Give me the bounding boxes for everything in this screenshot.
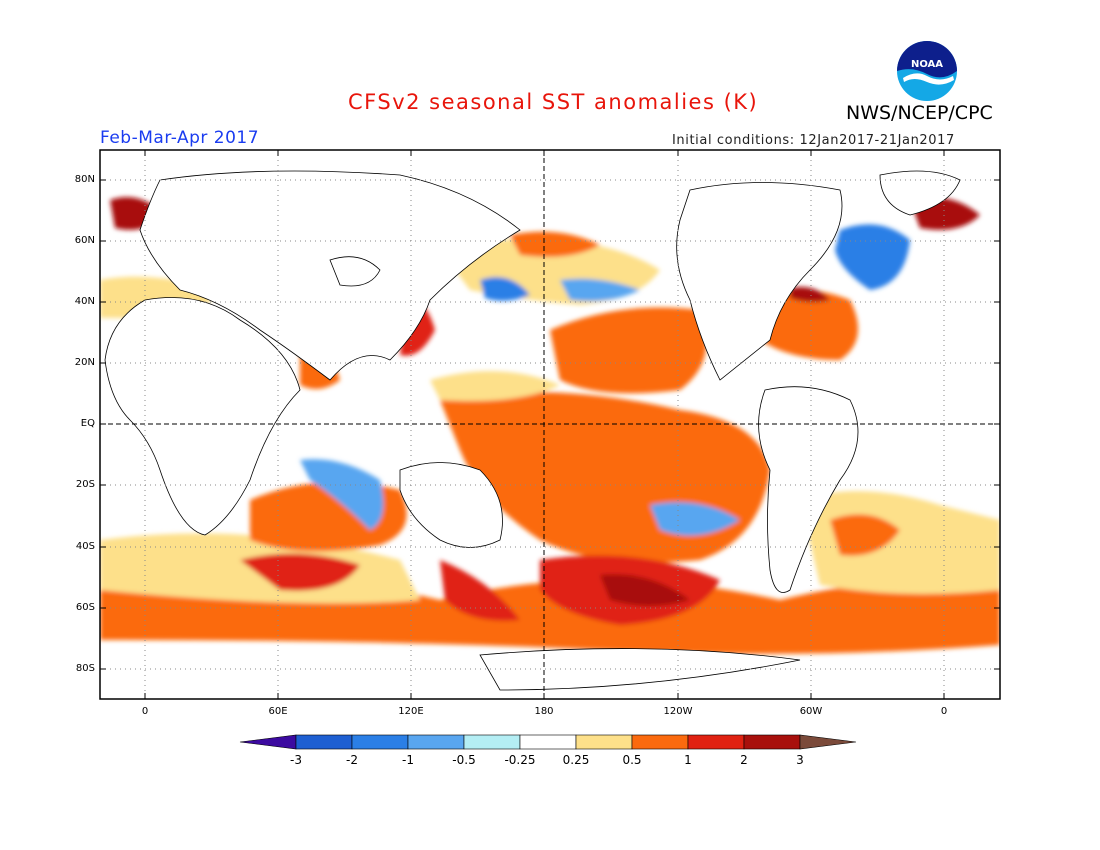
gridlines — [100, 150, 1000, 699]
longitude-label: 60E — [268, 706, 288, 717]
colorbar-label: 3 — [796, 753, 804, 767]
latitude-label: 80S — [75, 663, 95, 674]
latitude-label: 60N — [74, 235, 95, 246]
latitude-label: 40S — [75, 541, 95, 552]
colorbar-segment — [295, 734, 353, 750]
colorbar-segment — [463, 734, 521, 750]
period-label: Feb-Mar-Apr 2017 — [100, 128, 260, 148]
colorbar-label: 2 — [740, 753, 748, 767]
latitude-label: 20N — [74, 357, 95, 368]
colorbar-label: -3 — [290, 753, 302, 767]
colorbar-segment — [351, 734, 409, 750]
colorbar-label: 0.5 — [622, 753, 642, 767]
latitude-label: 40N — [74, 296, 95, 307]
colorbar-max-arrow — [799, 734, 857, 750]
colorbar-label: -0.25 — [504, 753, 536, 767]
noaa-logo-icon: NOAA — [897, 41, 957, 101]
colorbar-label: 1 — [684, 753, 692, 767]
colorbar-segment — [407, 734, 465, 750]
colorbar-label: -2 — [346, 753, 358, 767]
latitude-label: 60S — [75, 602, 95, 613]
longitude-label: 0 — [141, 706, 149, 717]
colorbar-segment — [631, 734, 689, 750]
colorbar-segment — [575, 734, 633, 750]
longitude-label: 0 — [940, 706, 948, 717]
longitude-label: 60W — [799, 706, 823, 717]
colorbar — [239, 734, 857, 750]
latitude-label: 20S — [75, 479, 95, 490]
axis-ticks — [100, 150, 1000, 699]
colorbar-label: -1 — [402, 753, 414, 767]
colorbar-segment — [519, 734, 577, 750]
colorbar-label: -0.5 — [452, 753, 476, 767]
latitude-label: EQ — [80, 418, 95, 429]
longitude-label: 120W — [663, 706, 693, 717]
coastlines — [104, 170, 961, 691]
latitude-label: 80N — [74, 174, 95, 185]
initial-conditions-label: Initial conditions: 12Jan2017-21Jan2017 — [672, 133, 955, 148]
agency-label: NWS/NCEP/CPC — [846, 102, 993, 124]
colorbar-min-arrow — [239, 734, 297, 750]
colorbar-label: 0.25 — [562, 753, 590, 767]
longitude-label: 120E — [398, 706, 424, 717]
colorbar-segment — [687, 734, 745, 750]
chart-title: CFSv2 seasonal SST anomalies (K) — [348, 90, 759, 114]
longitude-label: 180 — [534, 706, 554, 717]
colorbar-segment — [743, 734, 801, 750]
logo-text: NOAA — [911, 59, 943, 70]
